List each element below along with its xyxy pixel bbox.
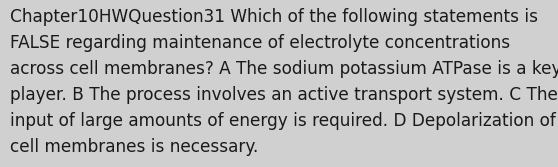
Text: cell membranes is necessary.: cell membranes is necessary. bbox=[10, 138, 258, 156]
Text: player. B The process involves an active transport system. C The: player. B The process involves an active… bbox=[10, 86, 558, 104]
Text: Chapter10HWQuestion31 Which of the following statements is: Chapter10HWQuestion31 Which of the follo… bbox=[10, 8, 538, 26]
Text: FALSE regarding maintenance of electrolyte concentrations: FALSE regarding maintenance of electroly… bbox=[10, 34, 510, 52]
Text: input of large amounts of energy is required. D Depolarization of: input of large amounts of energy is requ… bbox=[10, 112, 556, 130]
Text: across cell membranes? A The sodium potassium ATPase is a key: across cell membranes? A The sodium pota… bbox=[10, 60, 558, 78]
